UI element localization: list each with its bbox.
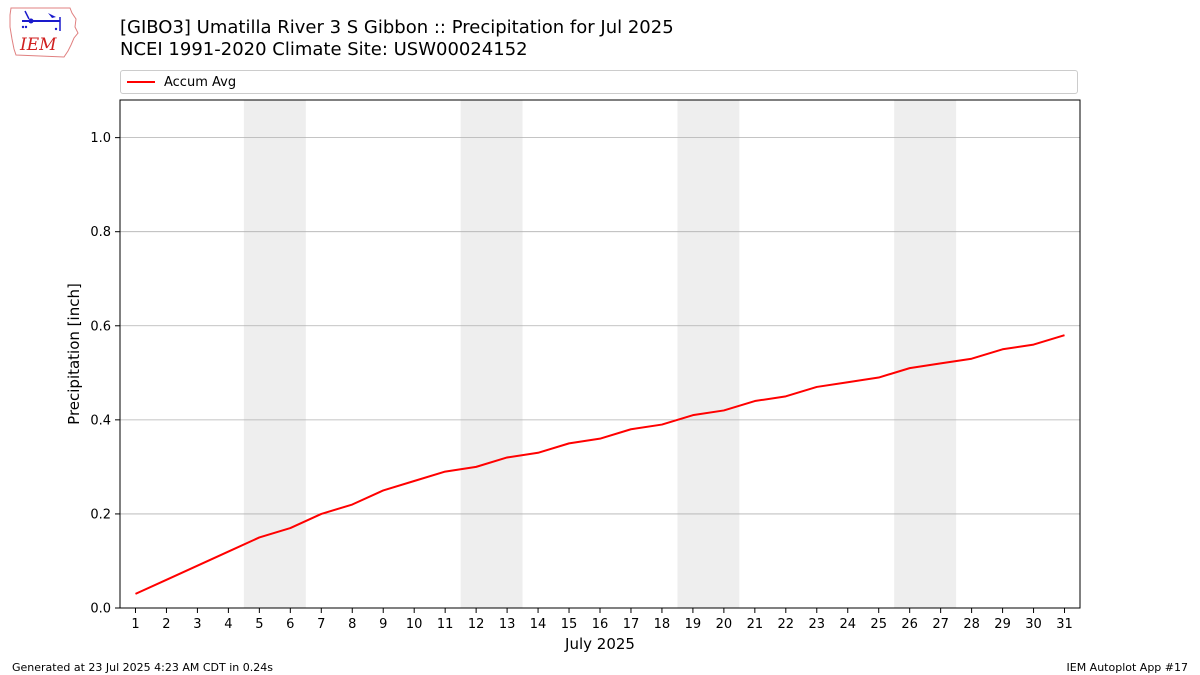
- x-tick-label: 13: [499, 617, 516, 632]
- x-tick-label: 16: [592, 617, 609, 632]
- x-tick-label: 14: [530, 617, 547, 632]
- x-tick-label: 15: [561, 617, 578, 632]
- chart-subtitle: NCEI 1991-2020 Climate Site: USW00024152: [120, 39, 528, 60]
- x-tick-label: 12: [468, 617, 485, 632]
- legend-line-swatch: [127, 81, 155, 83]
- weekend-shade-2: [460, 100, 523, 608]
- plot-frame: [119, 99, 1081, 609]
- x-tick-label: 1: [131, 617, 139, 632]
- x-tick-label: 29: [994, 617, 1011, 632]
- y-tick-label: 0.2: [90, 507, 111, 522]
- x-tick-label: 11: [437, 617, 454, 632]
- weekend-shade-4: [894, 100, 957, 608]
- app-credit: IEM Autoplot App #17: [1066, 661, 1189, 674]
- x-tick-label: 22: [778, 617, 795, 632]
- weekend-shade-1: [243, 100, 306, 608]
- series-line-accum-avg: [135, 334, 1065, 595]
- x-tick-label: 10: [406, 617, 423, 632]
- generated-timestamp: Generated at 23 Jul 2025 4:23 AM CDT in …: [12, 661, 273, 674]
- y-tick-label: 0.0: [90, 602, 111, 617]
- x-tick-label: 31: [1056, 617, 1073, 632]
- legend-label: Accum Avg: [164, 75, 237, 90]
- x-tick-label: 2: [162, 617, 170, 632]
- x-tick-label: 30: [1025, 617, 1042, 632]
- series-layer: [135, 334, 1065, 595]
- y-axis-label: Precipitation [inch]: [65, 283, 83, 425]
- y-tick-label: 1.0: [90, 131, 111, 146]
- x-axis-label: July 2025: [564, 635, 635, 653]
- weekend-shade-3: [677, 100, 740, 608]
- x-tick-label: 8: [348, 617, 356, 632]
- iem-logo: IEM: [9, 7, 79, 58]
- x-tick-label: 9: [379, 617, 387, 632]
- x-tick-label: 5: [255, 617, 263, 632]
- x-tick-label: 6: [286, 617, 294, 632]
- y-tick-label: 0.6: [90, 319, 111, 334]
- x-tick-label: 25: [870, 617, 887, 632]
- weekend-shading: [243, 100, 957, 608]
- x-tick-label: 21: [747, 617, 764, 632]
- x-tick-label: 17: [623, 617, 640, 632]
- chart-title: [GIBO3] Umatilla River 3 S Gibbon :: Pre…: [120, 17, 674, 38]
- x-tick-label: 20: [716, 617, 733, 632]
- x-tick-label: 18: [654, 617, 671, 632]
- y-axis: 0.0 0.2 0.4 0.6 0.8 1.0: [90, 131, 120, 617]
- x-tick-label: 24: [839, 617, 856, 632]
- x-tick-label: 7: [317, 617, 325, 632]
- y-tick-label: 0.4: [90, 413, 111, 428]
- x-tick-label: 23: [809, 617, 826, 632]
- x-tick-label: 28: [963, 617, 980, 632]
- x-tick-label: 19: [685, 617, 702, 632]
- x-tick-label: 3: [193, 617, 201, 632]
- y-gridlines: [120, 137, 1080, 609]
- x-tick-label: 27: [932, 617, 949, 632]
- x-tick-label: 4: [224, 617, 232, 632]
- x-tick-label: 26: [901, 617, 918, 632]
- y-tick-label: 0.8: [90, 225, 111, 240]
- logo-text: IEM: [19, 35, 57, 55]
- legend: Accum Avg: [120, 70, 1078, 94]
- x-axis: 1 2 3 4 5 6 7 8 9 10 11 12 13 14 15 16 17 18 19 20 21 22 23 24 2…: [131, 608, 1073, 632]
